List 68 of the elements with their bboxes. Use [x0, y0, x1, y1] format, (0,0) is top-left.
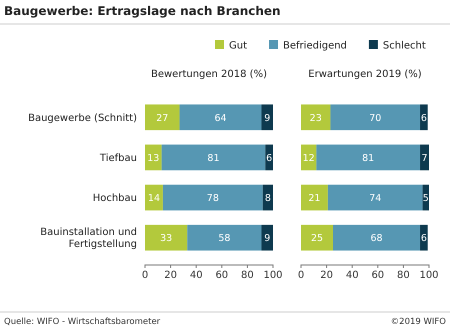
- bar: [301, 104, 330, 130]
- x-tick-label: 0: [298, 270, 304, 282]
- data-label: 25: [310, 233, 324, 244]
- bar: [145, 144, 162, 170]
- data-label: 81: [362, 152, 374, 164]
- data-label: 27: [156, 112, 168, 124]
- data-label: 6: [420, 112, 427, 124]
- data-label: 5: [422, 193, 429, 204]
- chart-title: Baugewerbe: Ertragslage nach Branchen: [4, 4, 281, 18]
- x-tick-label: 60: [215, 270, 228, 282]
- x-tick-label: 40: [190, 270, 203, 282]
- bar: [301, 184, 328, 210]
- bar: [145, 104, 180, 130]
- bar: [145, 184, 163, 210]
- bar: [187, 224, 262, 251]
- data-label: 13: [147, 152, 160, 164]
- x-tick-label: 100: [419, 270, 439, 282]
- data-label: 74: [369, 193, 382, 204]
- bar: [261, 104, 273, 130]
- bar: [420, 144, 429, 170]
- data-label: 68: [370, 233, 383, 244]
- x-tick-label: 100: [263, 270, 283, 282]
- x-tick-label: 80: [397, 270, 410, 282]
- bar: [145, 224, 188, 251]
- bar: [301, 224, 333, 251]
- y-tick-label: Tiefbau: [98, 152, 137, 164]
- chart-subtitle: Bewertungen 2018 (%): [150, 69, 268, 80]
- data-label: 14: [148, 193, 160, 204]
- bar: [301, 144, 316, 170]
- data-label: 6: [420, 233, 427, 244]
- bar: [422, 184, 429, 210]
- data-label: 6: [266, 152, 272, 164]
- data-label: 23: [310, 112, 322, 124]
- y-tick-label: Hochbau: [92, 193, 137, 204]
- data-label: 70: [369, 112, 382, 124]
- bar: [261, 224, 273, 251]
- data-label: 7: [421, 152, 428, 164]
- data-label: 78: [206, 193, 219, 204]
- data-label: 33: [160, 233, 172, 244]
- data-label: 58: [218, 233, 230, 244]
- x-tick-label: 20: [164, 270, 177, 282]
- bar: [180, 104, 262, 130]
- data-label: 8: [264, 193, 271, 204]
- data-label: 12: [302, 152, 315, 164]
- text: ©2019 WIFO: [390, 317, 446, 327]
- data-label: 64: [214, 112, 227, 124]
- bar: [162, 184, 263, 210]
- y-tick-label: Baugewerbe (Schnitt): [28, 112, 138, 124]
- bar: [162, 144, 266, 170]
- legend-label: Gut: [229, 40, 248, 52]
- x-tick-label: 60: [371, 270, 384, 282]
- bar: [333, 224, 420, 251]
- data-label: 9: [264, 112, 270, 124]
- x-tick-label: 40: [346, 270, 359, 282]
- legend-label: Befriedigend: [283, 40, 347, 52]
- x-tick-label: 80: [241, 270, 254, 282]
- data-label: 9: [264, 233, 270, 244]
- bar: [328, 184, 423, 210]
- data-label: 21: [308, 193, 320, 204]
- y-tick-label: Bauinstallation und Fertigstellung: [40, 227, 137, 250]
- chart-subtitle: Erwartungen 2019 (%): [308, 69, 422, 80]
- data-label: 81: [207, 152, 220, 164]
- bar: [330, 104, 420, 130]
- source-note: Quelle: WIFO - Wirtschaftsbarometer: [4, 317, 161, 327]
- legend-label: Schlecht: [382, 40, 426, 52]
- bar: [316, 144, 420, 170]
- x-tick-label: 20: [320, 270, 333, 282]
- x-tick-label: 0: [142, 270, 148, 282]
